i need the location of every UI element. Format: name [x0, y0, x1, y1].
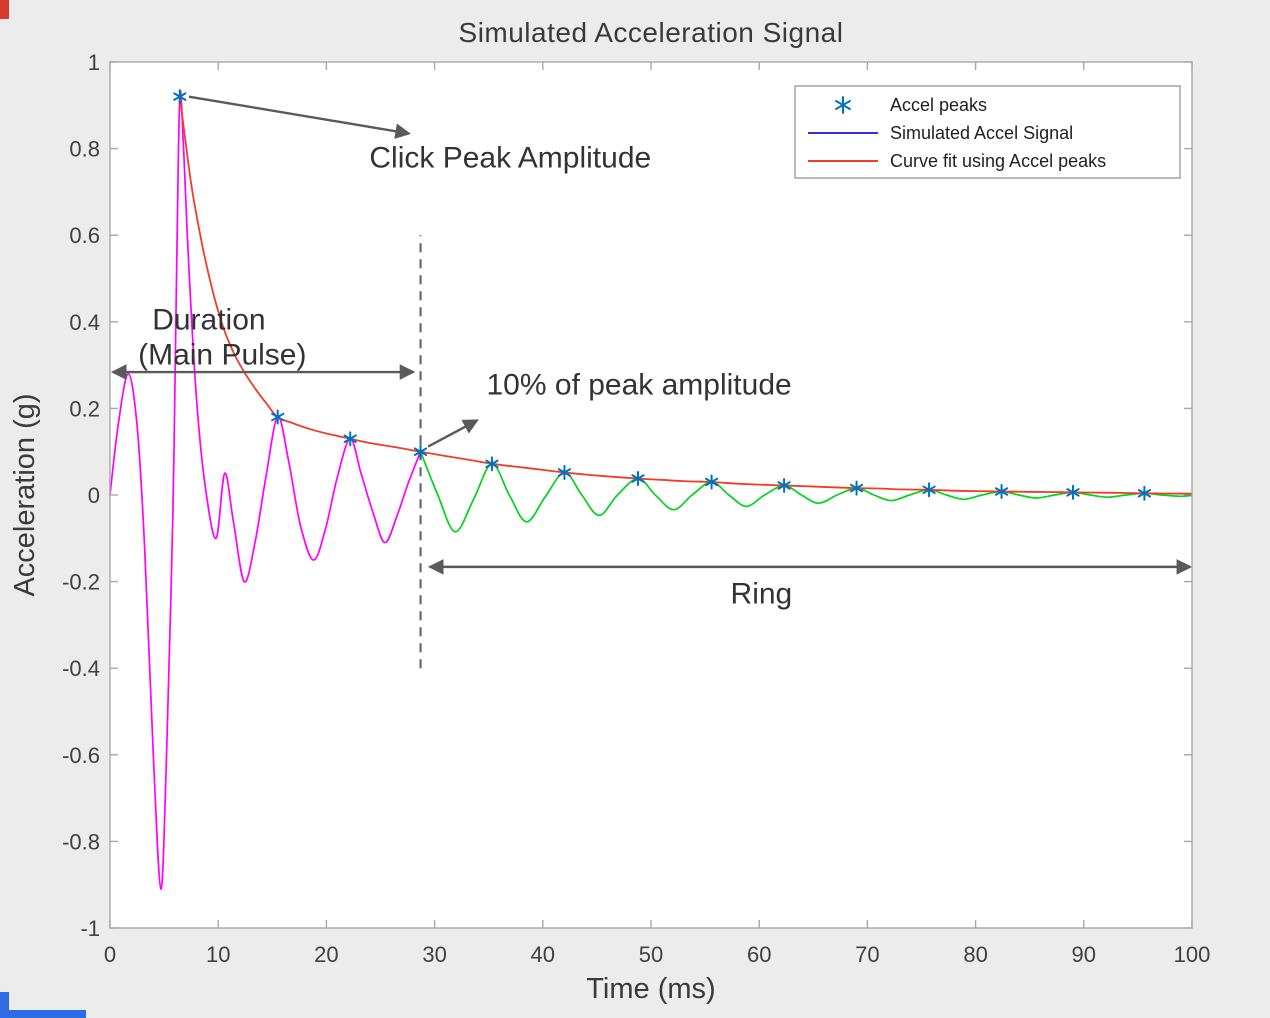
annotation-ring: Ring [731, 578, 793, 611]
annotation-duration-line1: Duration [152, 304, 265, 337]
x-tick-label: 90 [1072, 942, 1096, 967]
annotation-click-peak-amplitude: Click Peak Amplitude [369, 141, 651, 174]
y-tick-label: 0.4 [69, 310, 100, 335]
x-axis-label: Time (ms) [586, 973, 715, 1005]
peak-marker [1066, 484, 1080, 500]
peak-marker [631, 471, 645, 487]
legend-label-accel-peaks: Accel peaks [890, 95, 987, 115]
peak-marker [271, 409, 285, 425]
annotation-ten-percent: 10% of peak amplitude [487, 369, 792, 402]
y-tick-label: -0.4 [62, 656, 100, 681]
peak-marker [849, 480, 864, 496]
peak-marker [777, 477, 791, 493]
x-tick-label: 10 [206, 942, 230, 967]
x-tick-label: 80 [963, 942, 987, 967]
annotation-duration-line2: (Main Pulse) [138, 338, 306, 371]
x-tick-label: 20 [314, 942, 338, 967]
legend: Accel peaks Simulated Accel Signal Curve… [794, 85, 1181, 179]
peak-marker [413, 444, 428, 460]
peak-marker [173, 89, 187, 105]
y-tick-label: -1 [80, 916, 100, 941]
ten-percent-arrow [427, 419, 479, 448]
peak-marker [994, 484, 1009, 500]
x-tick-label: 60 [747, 942, 771, 967]
peak-markers [173, 89, 1152, 501]
y-tick-label: 1 [88, 50, 100, 75]
peak-marker [1137, 485, 1152, 501]
y-axis-label: Acceleration (g) [9, 393, 41, 596]
peak-marker [922, 482, 936, 498]
signal-main-pulse [109, 90, 422, 890]
y-tick-label: -0.2 [62, 570, 100, 595]
x-tick-label: 30 [422, 942, 446, 967]
chart-title: Simulated Acceleration Signal [459, 17, 844, 48]
click-peak-arrow [188, 95, 411, 139]
peak-marker [343, 431, 357, 447]
plot-area [110, 62, 1192, 928]
curve-fit-line [178, 96, 1193, 495]
x-tick-label: 100 [1174, 942, 1211, 967]
x-tick-label: 0 [104, 942, 116, 967]
x-tick-label: 50 [639, 942, 663, 967]
y-tick-label: 0.6 [69, 223, 100, 248]
peak-marker [704, 474, 719, 490]
peak-marker [485, 456, 499, 472]
screen-edge-artifact-bottom-strip [0, 1010, 86, 1018]
y-tick-label: -0.8 [62, 829, 100, 854]
screen-edge-artifact-top-left [0, 0, 9, 19]
screen-edge-artifact-bottom-left [0, 992, 9, 1018]
axis-tick-labels: 0 10 20 30 40 50 60 70 80 90 100-1-0.8-0.6-0.4-0.2… [62, 50, 1210, 967]
y-tick-label: -0.6 [62, 743, 100, 768]
axes-box [109, 61, 1193, 929]
y-tick-label: 0.8 [69, 137, 100, 162]
legend-label-signal: Simulated Accel Signal [890, 123, 1073, 143]
peak-marker [557, 464, 572, 480]
x-tick-label: 70 [855, 942, 879, 967]
legend-label-fit: Curve fit using Accel peaks [890, 151, 1106, 171]
y-tick-label: 0 [88, 483, 100, 508]
legend-asterisk-icon [835, 96, 851, 114]
legend-glyphs [808, 96, 878, 162]
y-tick-label: 0.2 [69, 396, 100, 421]
x-tick-label: 40 [531, 942, 555, 967]
